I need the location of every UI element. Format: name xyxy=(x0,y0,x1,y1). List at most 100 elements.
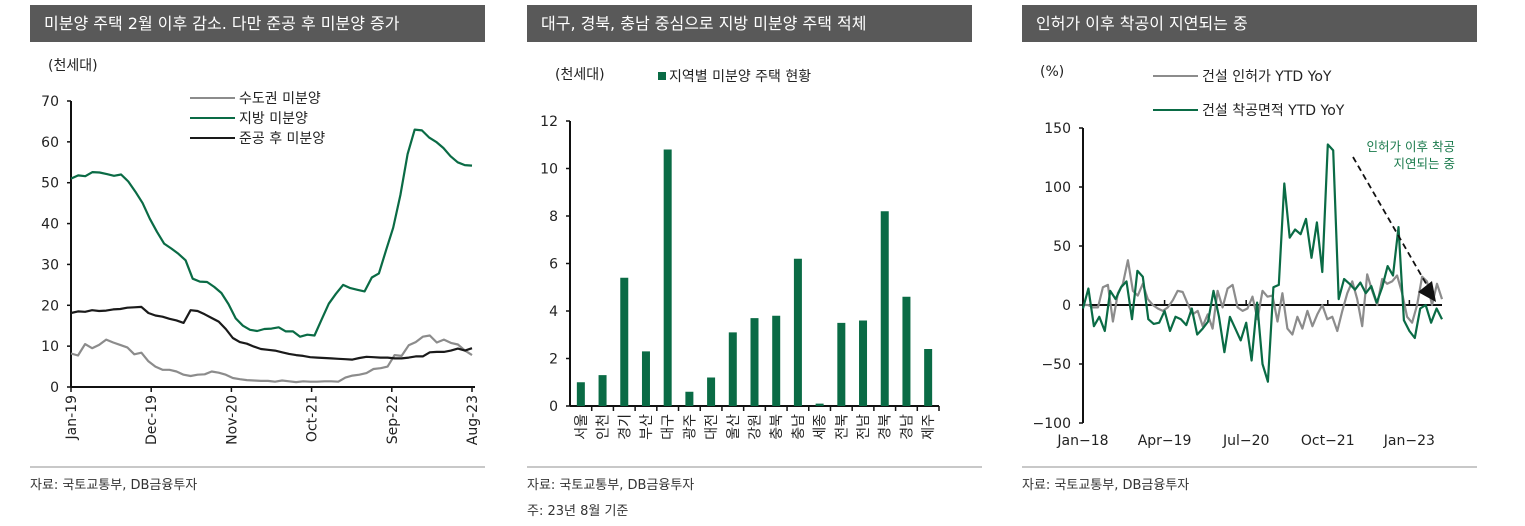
series-line xyxy=(70,305,473,361)
y-tick-label: 4 xyxy=(549,304,558,320)
series-line xyxy=(70,128,473,338)
y-tick-label: 10 xyxy=(41,339,59,355)
y-tick-label: 6 xyxy=(549,257,558,273)
bar xyxy=(902,296,911,406)
bar xyxy=(924,349,933,406)
x-tick-label: 경기 xyxy=(617,414,633,440)
bar xyxy=(772,315,781,406)
legend-item-starts: 건설 착공면적 YTD YoY xyxy=(1153,100,1344,120)
y-tick-label: 50 xyxy=(41,176,59,192)
y-tick-label: 10 xyxy=(540,162,558,178)
bar xyxy=(707,377,716,406)
x-tick-label: 부산 xyxy=(639,414,655,440)
x-tick-label: Dec-19 xyxy=(144,395,160,445)
divider xyxy=(30,466,485,468)
y-tick-label: 60 xyxy=(41,135,59,151)
legend-item-completed: 준공 후 미분양 xyxy=(190,128,325,148)
y-tick-label: 20 xyxy=(41,298,59,314)
legend-swatch-green xyxy=(658,72,666,80)
trend-arrow xyxy=(1352,156,1429,288)
y-tick-label: 70 xyxy=(41,94,59,110)
bar xyxy=(620,277,629,406)
x-tick-label: Oct-21 xyxy=(305,395,321,442)
panel-permit-vs-start: 인허가 이후 착공이 지연되는 중 (%) 건설 인허가 YTD YoY 건설 … xyxy=(1010,0,1525,526)
y-tick-label: 0 xyxy=(50,380,59,396)
legend-swatch-green xyxy=(190,117,235,119)
bar xyxy=(576,382,585,406)
x-tick-label: 제주 xyxy=(921,414,937,440)
source-note: 자료: 국토교통부, DB금융투자 xyxy=(1022,478,1190,493)
x-tick-label: 세종 xyxy=(813,414,829,440)
y-axis-unit: (%) xyxy=(1040,64,1065,80)
x-tick-label: Jan−18 xyxy=(1056,433,1108,449)
y-tick-label: 150 xyxy=(1044,121,1071,137)
legend-label: 수도권 미분양 xyxy=(239,91,321,107)
x-tick-label: 울산 xyxy=(726,414,742,440)
x-tick-label: Jan−23 xyxy=(1383,433,1435,449)
y-tick-label: 0 xyxy=(549,399,558,415)
line-chart-permits-starts: −100 −50 0 50 100 150 Jan−18 Apr−19 Jul−20 Oct−21… xyxy=(1033,121,1444,449)
legend-swatch-gray xyxy=(190,97,235,99)
x-tick-label: Sep-22 xyxy=(385,395,401,444)
chart-annotation: 인허가 이후 착공 지연되는 중 xyxy=(1366,139,1455,171)
line-chart-unsold: 0 10 20 30 40 50 60 70 Jan-19 Dec-19 Nov-20 Oct-21 S… xyxy=(41,94,481,445)
bar xyxy=(880,211,889,406)
bar xyxy=(685,391,694,406)
legend-label: 준공 후 미분양 xyxy=(239,131,326,147)
x-tick-label: Apr−19 xyxy=(1138,433,1192,449)
y-tick-label: 0 xyxy=(1062,298,1071,314)
x-tick-label: 인천 xyxy=(596,414,612,440)
chart-title: 대구, 경북, 충남 중심으로 지방 미분양 주택 적체 xyxy=(527,5,972,42)
x-tick-label: 전북 xyxy=(834,414,850,440)
arrow-head-icon xyxy=(1418,281,1436,302)
bar xyxy=(859,320,868,406)
divider xyxy=(527,466,982,468)
legend-swatch-gray xyxy=(1153,75,1198,77)
bar-chart-regional: 0 2 4 6 8 10 12 서울 인천 경기 부산 대구 광주 대전 울산 강원 충북 충남 세종 전북 전남 경북 경… xyxy=(540,114,940,440)
footnote: 주: 23년 8월 기준 xyxy=(527,504,629,519)
chart-title: 미분양 주택 2월 이후 감소. 다만 준공 후 미분양 증가 xyxy=(30,5,485,42)
y-tick-label: 50 xyxy=(1053,239,1071,255)
x-tick-label: 경남 xyxy=(899,414,915,440)
bar xyxy=(793,258,802,406)
bar xyxy=(663,149,672,406)
x-tick-label: Oct−21 xyxy=(1301,433,1355,449)
bar xyxy=(815,403,824,406)
legend-item-regional-bars: 지역별 미분양 주택 현황 xyxy=(658,66,811,86)
x-tick-label: 경북 xyxy=(878,414,894,440)
x-tick-label: 강원 xyxy=(748,414,764,440)
x-tick-label: 전남 xyxy=(856,414,872,440)
legend-label: 지방 미분양 xyxy=(239,111,308,127)
legend-item-regional: 지방 미분양 xyxy=(190,108,308,128)
legend-swatch-black xyxy=(190,137,235,139)
series-line xyxy=(1081,143,1443,383)
y-axis-unit: (천세대) xyxy=(48,58,98,74)
y-axis-unit: (천세대) xyxy=(555,67,605,83)
legend-swatch-green xyxy=(1153,109,1198,111)
legend-label: 건설 착공면적 YTD YoY xyxy=(1202,103,1345,119)
x-tick-label: 충북 xyxy=(769,414,785,440)
source-note: 자료: 국토교통부, DB금융투자 xyxy=(30,478,198,493)
divider xyxy=(1022,466,1477,468)
panel-unsold-housing-trend: 미분양 주택 2월 이후 감소. 다만 준공 후 미분양 증가 (천세대) 수도… xyxy=(0,0,515,526)
bar xyxy=(728,332,737,406)
bar xyxy=(641,351,650,406)
x-tick-label: 광주 xyxy=(682,414,698,440)
x-tick-label: 충남 xyxy=(791,414,807,440)
y-tick-label: 12 xyxy=(540,114,558,130)
x-tick-label: 대전 xyxy=(704,414,720,440)
x-tick-label: 대구 xyxy=(661,414,677,440)
series-line xyxy=(70,334,473,384)
y-tick-label: 2 xyxy=(549,352,558,368)
y-tick-label: 30 xyxy=(41,257,59,273)
source-note: 자료: 국토교통부, DB금융투자 xyxy=(527,478,695,493)
legend-label: 건설 인허가 YTD YoY xyxy=(1202,69,1332,85)
legend-item-capital: 수도권 미분양 xyxy=(190,88,321,108)
x-tick-label: Jul−20 xyxy=(1222,433,1269,449)
chart-title: 인허가 이후 착공이 지연되는 중 xyxy=(1022,5,1477,42)
bar xyxy=(750,318,759,406)
y-tick-label: −50 xyxy=(1041,357,1071,373)
panel-regional-unsold: 대구, 경북, 충남 중심으로 지방 미분양 주택 적체 (천세대) 지역별 미… xyxy=(515,0,1010,526)
x-tick-label: Nov-20 xyxy=(224,395,240,445)
bar xyxy=(837,322,846,406)
